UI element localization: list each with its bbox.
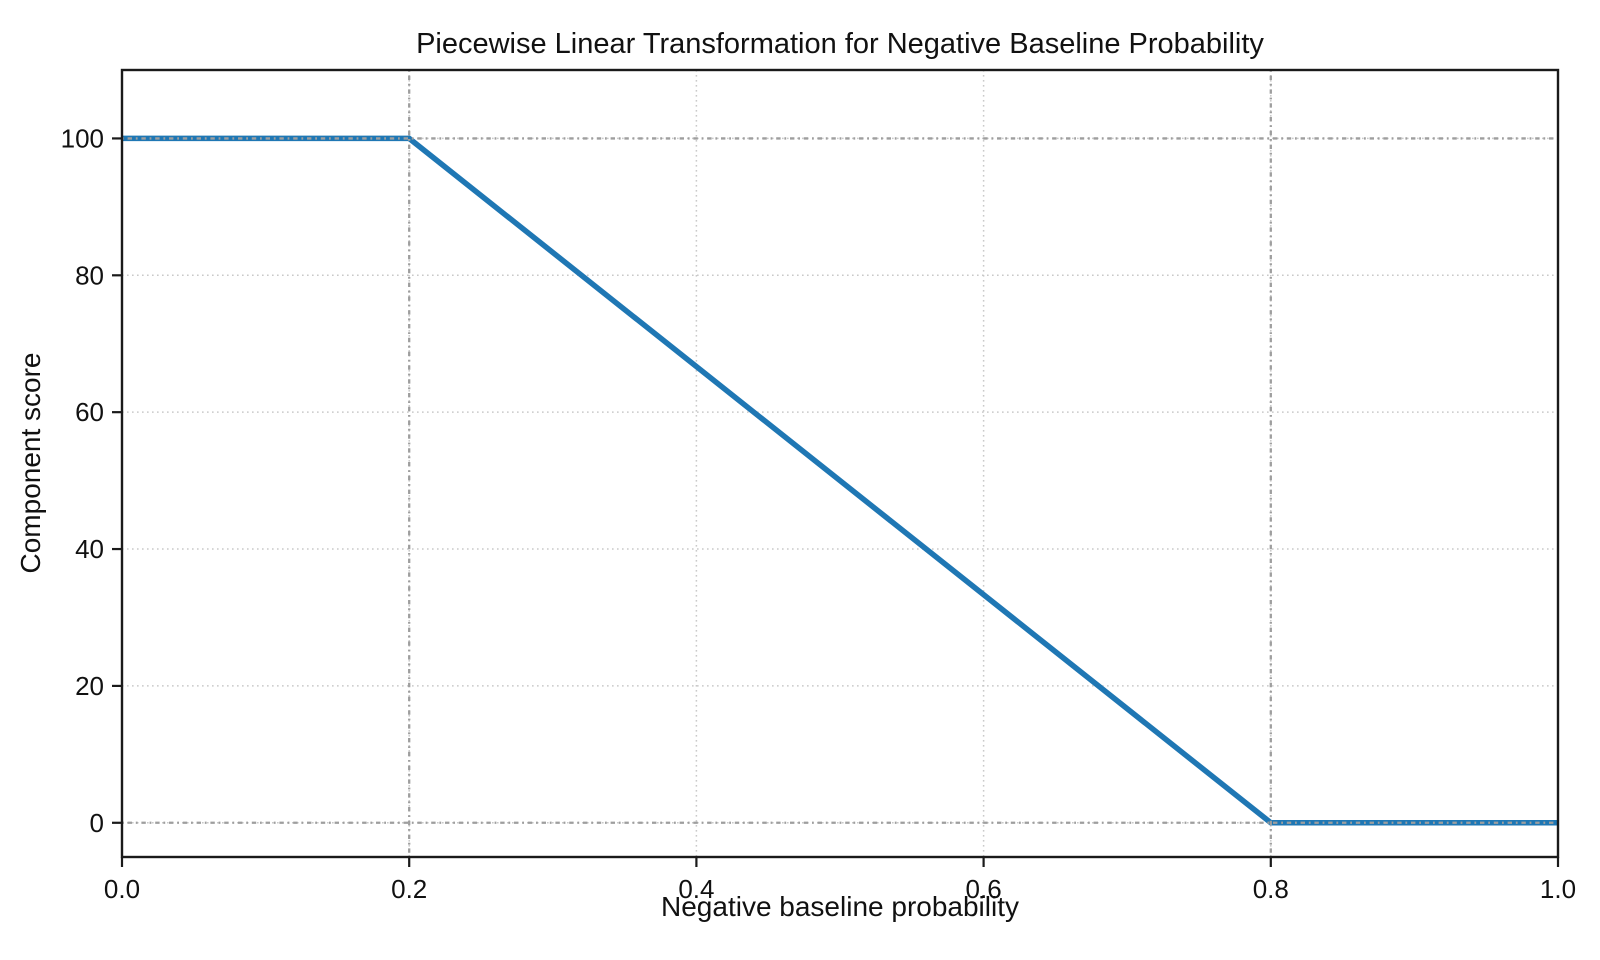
y-tick-label: 100: [61, 123, 104, 153]
tick-labels-layer: 0.0 0.2 0.4 0.6 0.8 1.0 0 20 40 60 80 100: [61, 123, 1576, 904]
chart-title: Piecewise Linear Transformation for Nega…: [416, 28, 1264, 60]
plot-spines: [120, 68, 1560, 859]
y-tick-label: 0: [90, 808, 104, 838]
y-tick-label: 80: [75, 260, 104, 290]
x-axis-label: Negative baseline probability: [661, 891, 1019, 922]
y-tick-label: 40: [75, 534, 104, 564]
x-tick-label: 0.6: [966, 874, 1002, 904]
series-line-piecewise-linear-transform: [122, 135, 1558, 826]
y-tick-label: 60: [75, 397, 104, 427]
x-tick-label: 0.8: [1253, 874, 1289, 904]
x-tick-label: 1.0: [1540, 874, 1576, 904]
series-layer: [122, 135, 1558, 826]
y-axis-label: Component score: [15, 352, 46, 573]
x-tick-label: 0.4: [678, 874, 714, 904]
reference-lines-layer: [122, 70, 1558, 857]
y-tick-label: 20: [75, 671, 104, 701]
gridlines-layer: [122, 70, 1558, 857]
x-tick-label: 0.2: [391, 874, 427, 904]
x-tick-label: 0.0: [104, 874, 140, 904]
axes-layer: [112, 68, 1560, 867]
